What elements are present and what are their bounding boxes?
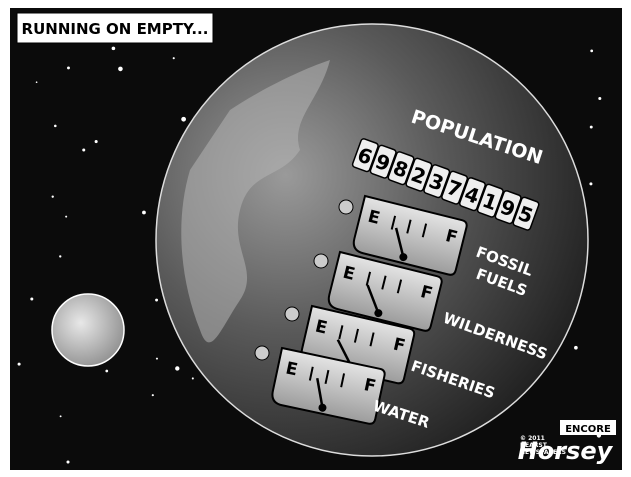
star <box>574 346 578 350</box>
star <box>30 297 33 300</box>
star <box>66 461 69 464</box>
caption: RUNNING ON EMPTY... <box>22 20 209 38</box>
star <box>118 67 123 72</box>
star <box>95 140 98 143</box>
star <box>54 125 57 128</box>
star <box>142 211 146 215</box>
star <box>36 81 38 83</box>
star <box>82 148 85 151</box>
gauge-knob <box>285 307 299 321</box>
star <box>112 47 116 51</box>
star <box>156 358 158 360</box>
star <box>152 394 154 396</box>
star <box>590 50 593 53</box>
gauge-knob <box>255 346 269 360</box>
star <box>590 126 593 129</box>
star <box>598 97 601 100</box>
cartoon: RUNNING ON EMPTY... POPULATION6982374195… <box>0 0 631 477</box>
star <box>192 377 194 379</box>
copyright: © 2011 <box>520 435 545 442</box>
star <box>105 370 108 373</box>
star <box>589 182 592 185</box>
star <box>155 299 158 302</box>
signature-badge-text: ENCORE <box>565 424 611 435</box>
copyright: HEARST <box>520 442 548 449</box>
star <box>59 255 61 257</box>
star <box>52 195 54 197</box>
star <box>175 366 179 370</box>
star <box>65 216 67 218</box>
star <box>181 117 186 122</box>
moon <box>52 294 124 366</box>
star <box>67 66 70 69</box>
copyright: NEWSPAPERS <box>520 449 566 456</box>
gauge-knob <box>314 254 328 268</box>
star <box>18 363 21 366</box>
star <box>60 415 62 417</box>
gauge-knob <box>339 200 353 214</box>
star <box>173 57 175 59</box>
